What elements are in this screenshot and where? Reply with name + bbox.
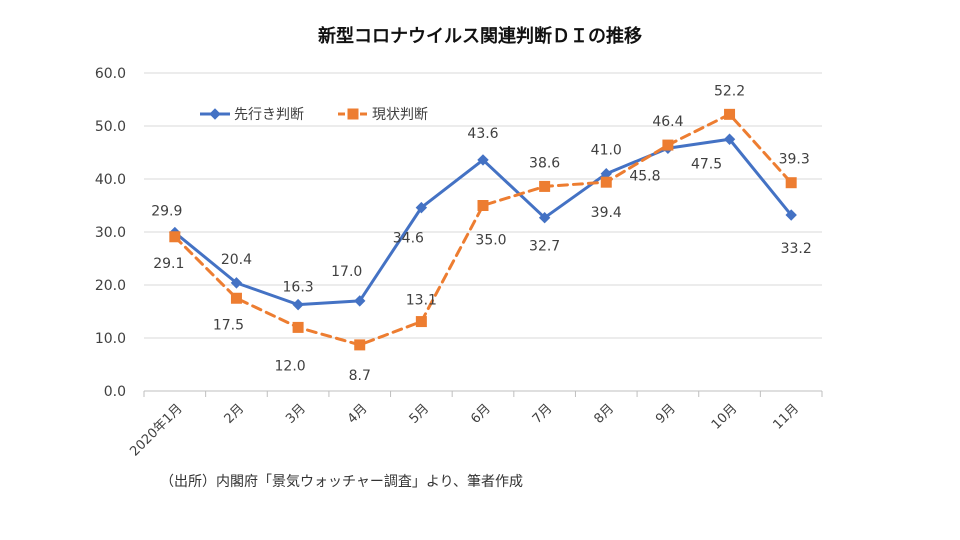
marker-current-point <box>292 321 304 333</box>
y-tick-label: 50.0 <box>95 119 126 135</box>
marker-outlook-point <box>723 133 736 145</box>
x-tick-label: 2020年1月 <box>127 401 185 459</box>
x-tick-label: 8月 <box>591 401 617 427</box>
data-label: 38.6 <box>529 155 560 171</box>
chart-title: 新型コロナウイルス関連判断ＤＩの推移 <box>318 25 642 47</box>
marker-legend <box>347 108 359 120</box>
series-current <box>169 108 797 351</box>
series-line-current <box>173 112 793 347</box>
data-label: 13.1 <box>406 293 437 309</box>
x-tick-label: 10月 <box>709 401 740 432</box>
x-tick-label: 9月 <box>653 401 679 427</box>
marker-current-point <box>230 292 242 304</box>
data-label: 52.2 <box>714 83 745 99</box>
legend-item-current: 現状判断 <box>338 107 428 123</box>
marker-outlook-point <box>785 209 797 221</box>
marker-current-point <box>724 108 736 120</box>
data-label: 20.4 <box>221 252 252 268</box>
marker-current-point <box>415 316 427 328</box>
legend-item-outlook: 先行き判断 <box>200 107 304 123</box>
data-label: 17.5 <box>213 317 244 333</box>
data-label: 16.3 <box>283 280 314 296</box>
marker-current-point <box>600 176 612 188</box>
data-label: 47.5 <box>691 156 722 172</box>
marker-legend <box>209 108 221 120</box>
data-label: 34.6 <box>393 231 424 247</box>
legend-label: 現状判断 <box>372 107 428 123</box>
data-label: 8.7 <box>349 368 371 384</box>
marker-current-point <box>477 200 489 211</box>
source-note: （出所）内閣府「景気ウォッチャー調査」より、筆者作成 <box>160 474 523 490</box>
marker-outlook-point <box>538 211 551 224</box>
marker-current-point <box>539 180 551 192</box>
y-tick-label: 10.0 <box>95 331 126 347</box>
marker-current-point <box>785 177 797 189</box>
marker-current-point <box>662 139 674 151</box>
marker-outlook-point <box>477 154 489 166</box>
legend: 先行き判断 現状判断 <box>200 107 428 123</box>
x-axis: 2020年1月 2月 3月 4月 5月 6月 7月 8月 9月 10月 11月 <box>127 390 823 459</box>
x-tick-label: 5月 <box>407 401 433 427</box>
data-label: 46.4 <box>652 114 683 130</box>
y-tick-label: 0.0 <box>104 384 126 400</box>
x-tick-label: 7月 <box>530 401 556 427</box>
data-label: 41.0 <box>591 143 622 159</box>
data-label: 33.2 <box>781 241 812 257</box>
marker-outlook-point <box>230 277 243 289</box>
x-tick-label: 3月 <box>283 401 309 427</box>
marker-outlook-point <box>415 201 428 214</box>
data-label: 39.4 <box>591 205 622 221</box>
data-labels: 29.9 20.4 16.3 17.0 34.6 43.6 32.7 41.0 45.8 47.5… <box>151 83 812 384</box>
data-label: 29.1 <box>153 256 184 272</box>
y-tick-label: 30.0 <box>95 225 126 241</box>
data-label: 17.0 <box>331 264 362 280</box>
data-label: 39.3 <box>779 152 810 168</box>
series-layer <box>169 108 797 351</box>
x-tick-label: 4月 <box>345 401 371 427</box>
data-label: 35.0 <box>475 233 506 249</box>
y-tick-label: 60.0 <box>95 66 126 82</box>
x-tick-label: 6月 <box>468 401 494 427</box>
data-label: 43.6 <box>467 126 498 142</box>
marker-outlook-point <box>292 298 304 311</box>
data-label: 29.9 <box>151 204 182 220</box>
data-label: 12.0 <box>275 358 306 374</box>
data-label: 32.7 <box>529 239 560 255</box>
legend-label: 先行き判断 <box>234 107 304 123</box>
gridlines <box>144 72 822 339</box>
x-tick-label: 2月 <box>222 401 248 427</box>
marker-current-point <box>354 339 366 351</box>
x-tick-label: 11月 <box>771 401 802 432</box>
marker-outlook-point <box>354 295 366 307</box>
y-tick-label: 40.0 <box>95 172 126 188</box>
series-outlook <box>169 133 797 311</box>
y-tick-label: 20.0 <box>95 278 126 294</box>
marker-current-point <box>169 231 181 243</box>
data-label: 45.8 <box>629 168 660 184</box>
y-axis: 0.0 10.0 20.0 30.0 40.0 50.0 60.0 <box>95 66 126 400</box>
